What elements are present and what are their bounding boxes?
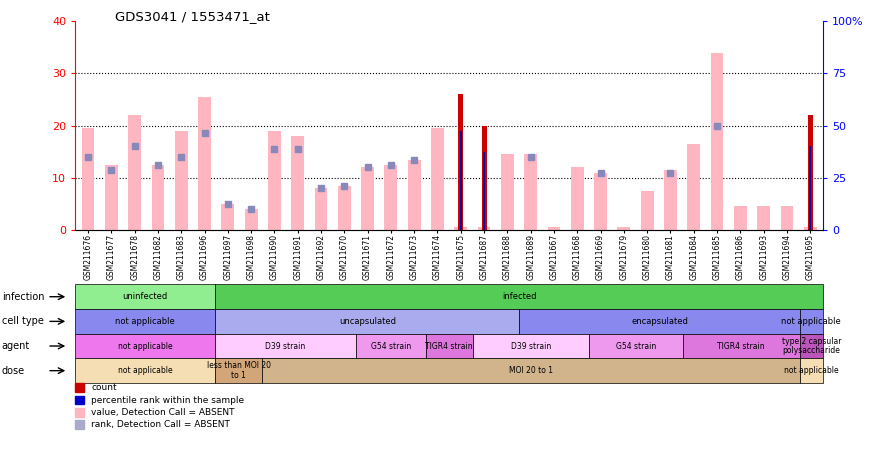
Text: encapsulated: encapsulated xyxy=(631,317,688,326)
Bar xyxy=(478,228,490,230)
Bar xyxy=(384,165,397,230)
Text: D39 strain: D39 strain xyxy=(266,342,305,350)
Text: type 2 capsular
polysaccharide: type 2 capsular polysaccharide xyxy=(781,337,841,356)
Bar xyxy=(175,131,188,230)
Bar xyxy=(758,207,770,230)
Text: not applicable: not applicable xyxy=(115,317,175,326)
Text: rank, Detection Call = ABSENT: rank, Detection Call = ABSENT xyxy=(91,420,230,429)
Bar xyxy=(81,128,95,230)
Bar xyxy=(734,207,747,230)
Bar xyxy=(688,144,700,230)
Text: uninfected: uninfected xyxy=(123,292,168,301)
Text: D39 strain: D39 strain xyxy=(511,342,551,350)
Bar xyxy=(245,209,258,230)
Bar xyxy=(664,170,677,230)
Text: G54 strain: G54 strain xyxy=(371,342,411,350)
Text: count: count xyxy=(91,383,117,392)
Bar xyxy=(524,155,537,230)
Bar xyxy=(808,115,812,230)
Text: agent: agent xyxy=(2,341,30,351)
Text: value, Detection Call = ABSENT: value, Detection Call = ABSENT xyxy=(91,408,235,417)
Bar xyxy=(431,128,444,230)
Text: TIGR4 strain: TIGR4 strain xyxy=(718,342,765,350)
Bar xyxy=(481,126,487,230)
Bar xyxy=(338,186,350,230)
Text: not applicable: not applicable xyxy=(118,342,173,350)
Bar xyxy=(151,165,165,230)
Bar xyxy=(548,228,560,230)
Bar xyxy=(314,188,327,230)
Text: infected: infected xyxy=(502,292,536,301)
Bar xyxy=(809,146,812,230)
Text: MOI 20 to 1: MOI 20 to 1 xyxy=(509,366,553,375)
Bar xyxy=(198,97,211,230)
Bar xyxy=(781,207,793,230)
Bar xyxy=(459,131,462,230)
Text: TIGR4 strain: TIGR4 strain xyxy=(426,342,473,350)
Bar xyxy=(128,115,141,230)
Text: uncapsulated: uncapsulated xyxy=(339,317,396,326)
Bar xyxy=(408,160,420,230)
Bar xyxy=(291,136,304,230)
Bar xyxy=(501,155,514,230)
Text: G54 strain: G54 strain xyxy=(616,342,656,350)
Text: cell type: cell type xyxy=(2,316,43,327)
Text: not applicable: not applicable xyxy=(118,366,173,375)
Text: not applicable: not applicable xyxy=(784,366,839,375)
Text: percentile rank within the sample: percentile rank within the sample xyxy=(91,396,244,404)
Bar xyxy=(641,191,653,230)
Bar xyxy=(571,167,584,230)
Bar xyxy=(483,152,485,230)
Bar xyxy=(711,53,723,230)
Text: infection: infection xyxy=(2,292,44,302)
Bar xyxy=(804,228,817,230)
Bar xyxy=(361,167,374,230)
Bar xyxy=(458,94,464,230)
Bar xyxy=(268,131,281,230)
Bar xyxy=(594,173,607,230)
Bar xyxy=(618,228,630,230)
Text: dose: dose xyxy=(2,365,25,376)
Bar xyxy=(221,204,235,230)
Bar xyxy=(454,228,467,230)
Bar xyxy=(105,165,118,230)
Text: GDS3041 / 1553471_at: GDS3041 / 1553471_at xyxy=(115,10,270,23)
Text: less than MOI 20
to 1: less than MOI 20 to 1 xyxy=(207,361,271,380)
Text: not applicable: not applicable xyxy=(781,317,842,326)
